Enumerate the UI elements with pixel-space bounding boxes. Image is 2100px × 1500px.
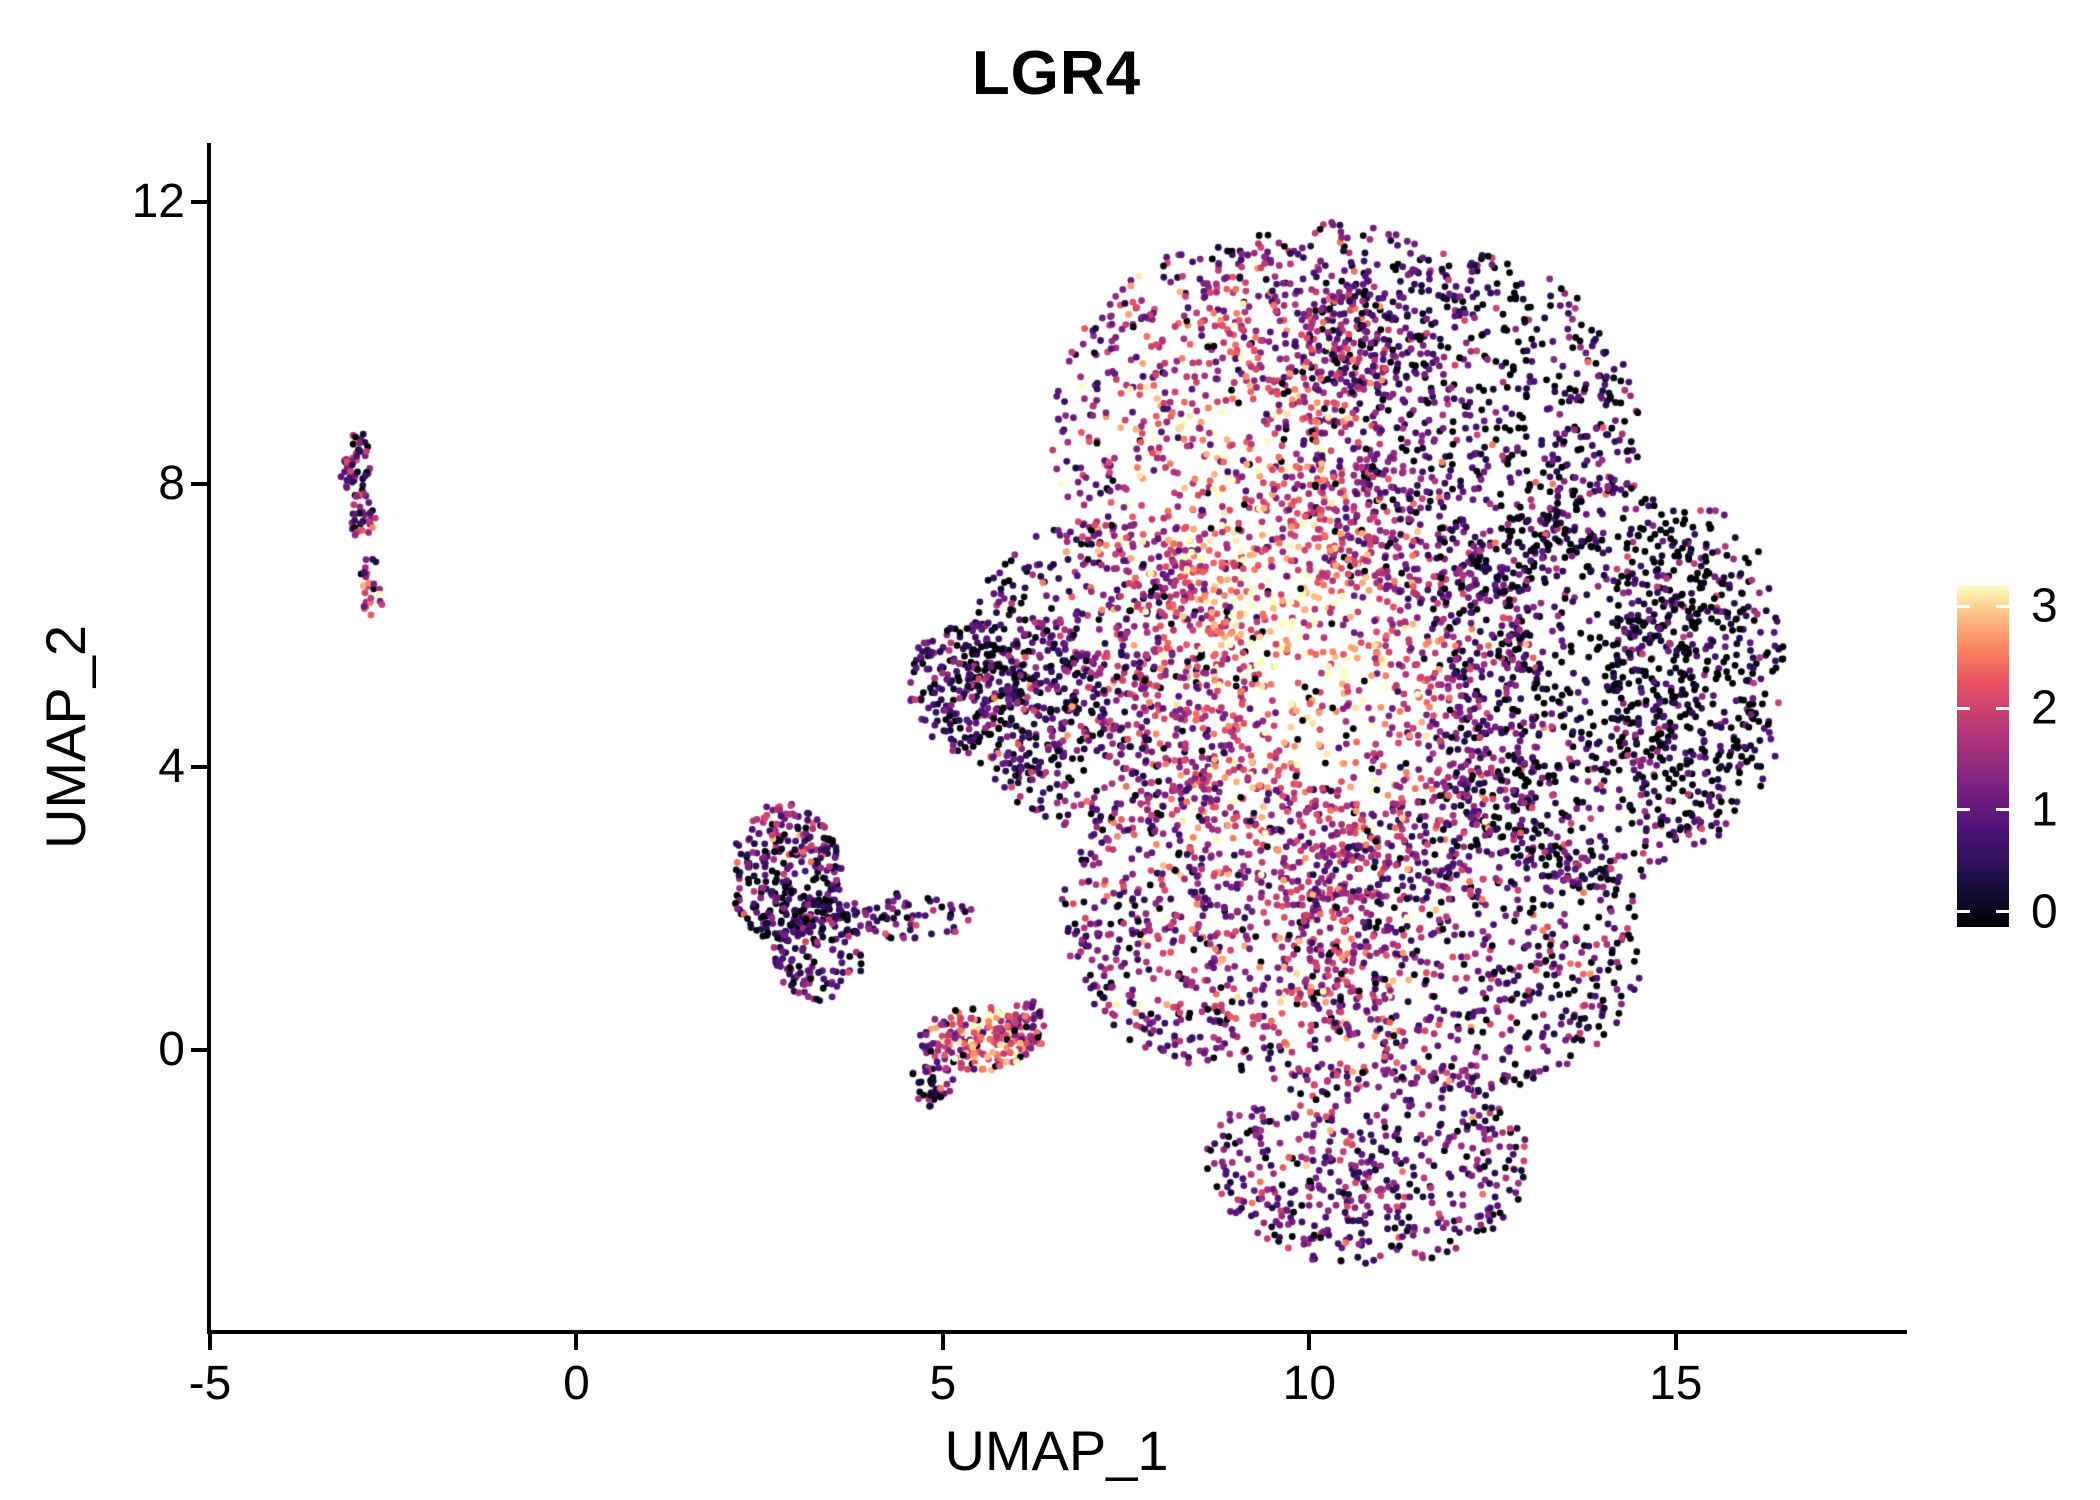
y-axis-line bbox=[207, 143, 211, 1334]
colorbar-tick-mark bbox=[1996, 604, 2009, 608]
y-tick-mark bbox=[191, 1048, 207, 1053]
colorbar-tick-label: 1 bbox=[2031, 783, 2058, 837]
y-tick-mark bbox=[191, 482, 207, 487]
colorbar-tick-mark bbox=[1996, 910, 2009, 914]
x-tick-mark bbox=[1307, 1334, 1312, 1350]
x-tick-mark bbox=[940, 1334, 945, 1350]
colorbar-tick-label: 3 bbox=[2031, 579, 2058, 633]
y-tick-label: 4 bbox=[158, 740, 185, 794]
y-tick-mark bbox=[191, 765, 207, 770]
plot-title: LGR4 bbox=[971, 39, 1142, 108]
y-tick-label: 12 bbox=[131, 174, 185, 228]
y-tick-mark bbox=[191, 199, 207, 204]
y-axis-title: UMAP_2 bbox=[34, 624, 97, 850]
x-tick-mark bbox=[1673, 1334, 1678, 1350]
x-axis-line bbox=[207, 1330, 1907, 1334]
x-tick-label: 10 bbox=[1282, 1357, 1337, 1410]
colorbar-tick-mark bbox=[1957, 910, 1970, 914]
x-tick-label: 15 bbox=[1649, 1357, 1703, 1410]
colorbar-tick-mark bbox=[1996, 706, 2009, 710]
y-tick-label: 0 bbox=[158, 1023, 185, 1077]
x-axis-title: UMAP_1 bbox=[944, 1419, 1169, 1482]
colorbar-tick-label: 0 bbox=[2031, 885, 2058, 939]
x-tick-label: 0 bbox=[563, 1357, 590, 1410]
colorbar-tick-mark bbox=[1957, 604, 1970, 608]
colorbar-tick-mark bbox=[1957, 706, 1970, 710]
x-tick-label: 5 bbox=[929, 1357, 957, 1410]
colorbar-tick-mark bbox=[1957, 808, 1970, 812]
colorbar-tick-label: 2 bbox=[2031, 681, 2058, 735]
x-tick-mark bbox=[574, 1334, 579, 1350]
y-tick-label: 8 bbox=[158, 457, 185, 511]
x-tick-label: -5 bbox=[188, 1357, 232, 1410]
x-tick-mark bbox=[208, 1334, 212, 1350]
colorbar-gradient bbox=[1957, 586, 2009, 927]
colorbar-tick-mark bbox=[1996, 808, 2009, 812]
